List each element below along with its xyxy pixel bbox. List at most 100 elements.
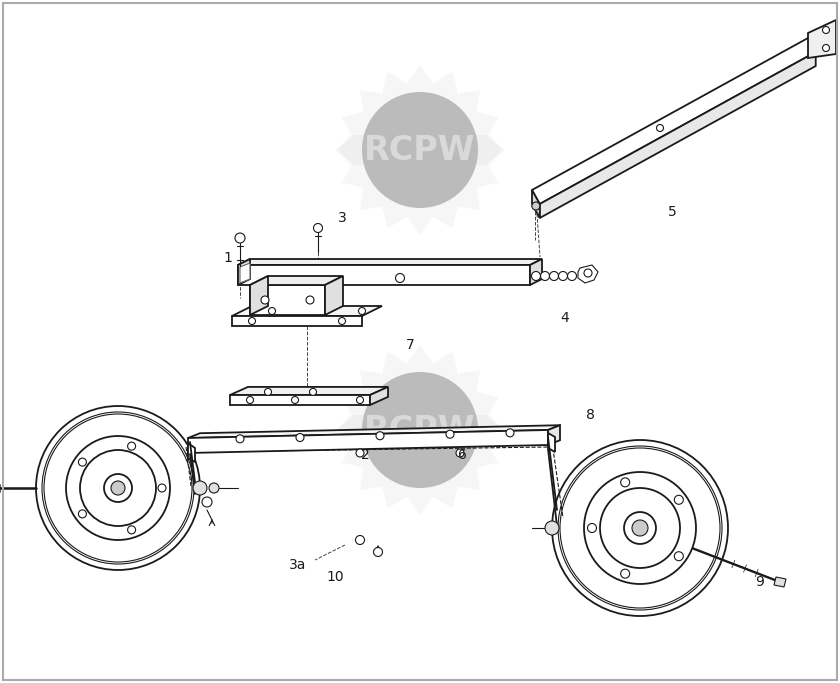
Text: 5: 5 [668,205,676,219]
Circle shape [552,440,728,616]
Text: 9: 9 [755,575,764,589]
Circle shape [540,272,549,281]
Polygon shape [188,443,195,462]
Circle shape [236,435,244,443]
Text: 10: 10 [326,570,344,584]
Polygon shape [808,20,836,58]
Polygon shape [335,65,505,235]
Text: 4: 4 [560,311,570,325]
Circle shape [356,449,364,457]
Circle shape [128,442,135,450]
Circle shape [104,474,132,502]
Polygon shape [230,395,370,405]
Circle shape [374,548,382,557]
Polygon shape [548,433,555,452]
Polygon shape [335,345,505,515]
Circle shape [675,552,683,561]
Polygon shape [540,52,816,218]
Circle shape [78,510,87,518]
Circle shape [362,372,478,488]
Circle shape [261,296,269,304]
Circle shape [545,521,559,535]
Circle shape [269,307,276,314]
Polygon shape [250,276,268,315]
Circle shape [249,318,255,324]
Circle shape [822,44,830,51]
Circle shape [456,449,464,457]
Circle shape [621,569,630,578]
Circle shape [506,429,514,437]
Text: 7: 7 [406,338,414,352]
Polygon shape [238,265,530,285]
Text: 2: 2 [360,448,370,462]
Circle shape [822,27,830,33]
Circle shape [376,432,384,440]
Circle shape [265,389,271,395]
Polygon shape [238,259,250,285]
Circle shape [209,483,219,493]
Polygon shape [250,276,343,285]
Polygon shape [188,430,548,453]
Circle shape [568,272,576,281]
Polygon shape [338,415,502,445]
Polygon shape [188,426,560,438]
Circle shape [339,318,345,324]
Circle shape [532,202,540,210]
Circle shape [584,472,696,584]
Text: RCPW: RCPW [365,133,475,167]
Circle shape [657,124,664,132]
Circle shape [359,307,365,314]
Circle shape [313,223,323,232]
Text: 6: 6 [458,448,466,462]
Circle shape [158,484,166,492]
Circle shape [296,434,304,441]
Circle shape [235,233,245,243]
Circle shape [202,497,212,507]
Circle shape [111,481,125,495]
Circle shape [246,397,254,404]
Circle shape [356,397,364,404]
Polygon shape [532,38,816,204]
Polygon shape [240,263,250,283]
Circle shape [36,406,200,570]
Polygon shape [250,285,325,315]
Polygon shape [338,135,502,165]
Circle shape [309,389,317,395]
Text: 3: 3 [338,211,346,225]
Polygon shape [325,276,343,315]
Circle shape [66,436,170,540]
Text: RCPW: RCPW [365,413,475,447]
Polygon shape [232,316,362,326]
Polygon shape [230,387,388,395]
Circle shape [446,430,454,438]
Circle shape [80,450,156,526]
Polygon shape [238,259,542,265]
Circle shape [355,535,365,544]
Circle shape [78,458,87,466]
Circle shape [587,523,596,533]
Polygon shape [370,387,388,405]
Circle shape [128,526,135,534]
Circle shape [549,272,559,281]
Polygon shape [548,426,560,445]
Circle shape [624,512,656,544]
Circle shape [306,296,314,304]
Circle shape [560,448,720,608]
Circle shape [621,478,630,487]
Polygon shape [532,190,540,218]
Circle shape [362,92,478,208]
Circle shape [193,481,207,495]
Text: 8: 8 [585,408,595,422]
Circle shape [600,488,680,568]
Circle shape [532,272,540,281]
Polygon shape [530,259,542,285]
Circle shape [396,273,405,283]
Circle shape [632,520,648,536]
Circle shape [44,414,192,562]
Polygon shape [578,265,598,283]
Circle shape [675,495,683,504]
Polygon shape [232,306,382,316]
Text: 1: 1 [223,251,233,265]
Circle shape [584,269,592,277]
Text: 3a: 3a [289,558,307,572]
